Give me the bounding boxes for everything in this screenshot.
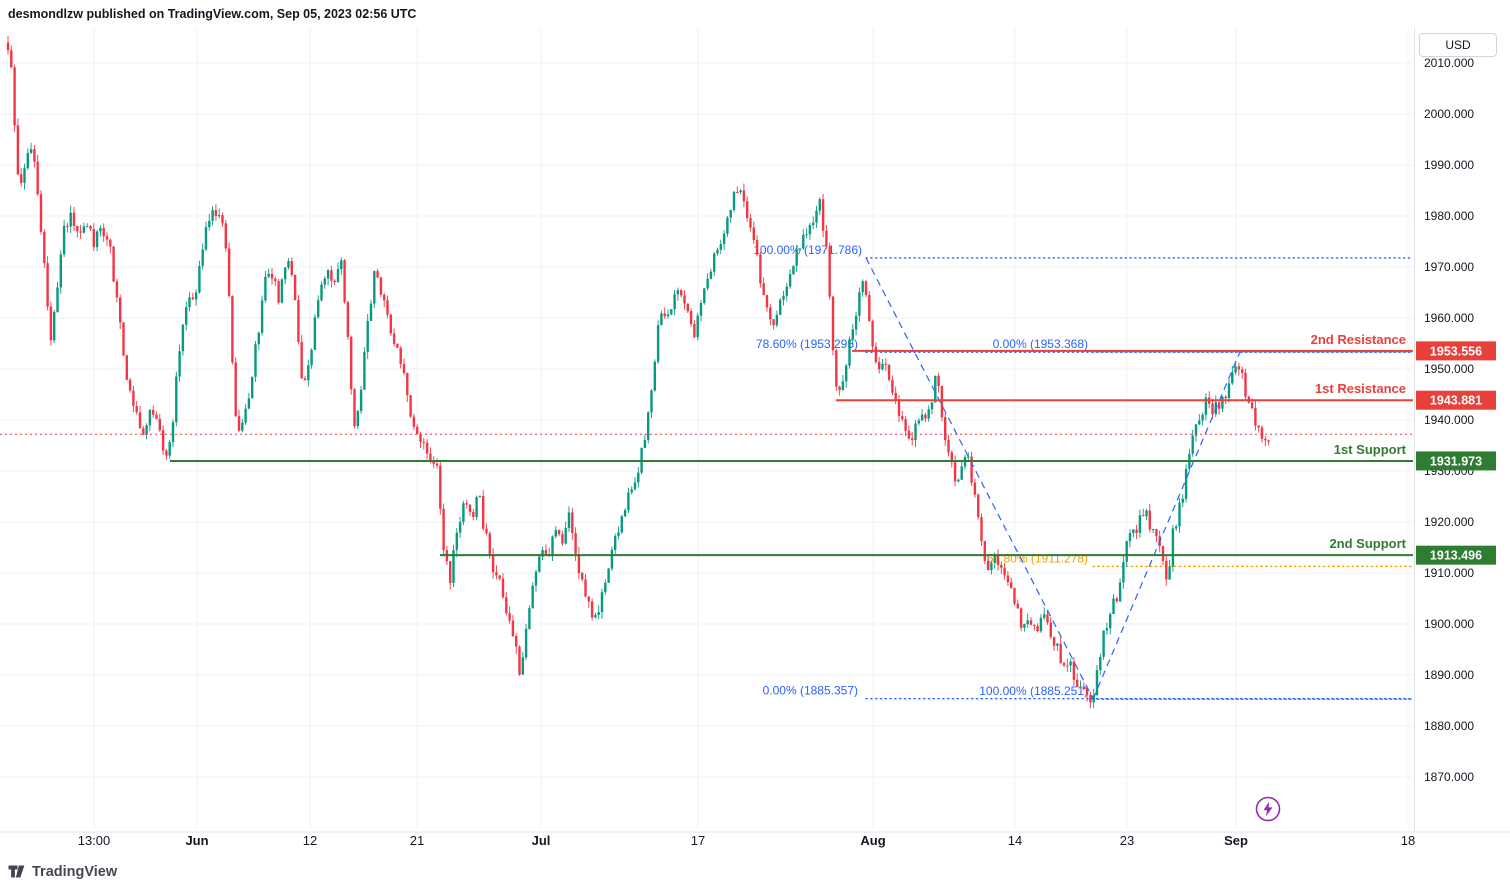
price-scale[interactable]: 1870.000 1880.000 1890.000 1900.000 1910.000…: [1414, 0, 1510, 893]
lightning-icon[interactable]: [1253, 794, 1283, 824]
time-tick-label: 12: [303, 833, 317, 848]
level-label-resistance-1[interactable]: 1st Resistance: [1315, 381, 1406, 396]
price-tick-label: 1980.000: [1424, 209, 1474, 223]
fib-label[interactable]: 100.00% (1885.251): [979, 684, 1088, 698]
fib-level-lines[interactable]: [865, 257, 1414, 700]
price-badge-resistance-2: [1416, 341, 1496, 361]
tradingview-logo[interactable]: TradingView: [8, 863, 117, 880]
price-tick-label: 1890.000: [1424, 668, 1474, 682]
fib-label[interactable]: 78.60% (1953.295): [756, 337, 858, 351]
fib-label[interactable]: 0.00% (1953.368): [993, 337, 1088, 351]
publish-title: desmondlzw published on TradingView.com,…: [8, 7, 417, 21]
price-tick-label: 2000.000: [1424, 107, 1474, 121]
time-tick-label: 13:00: [78, 833, 111, 848]
price-tick-label: 2010.000: [1424, 56, 1474, 70]
level-label-support-2[interactable]: 2nd Support: [1329, 536, 1406, 551]
time-tick-label: 17: [691, 833, 705, 848]
price-badge-resistance-1: [1416, 390, 1496, 410]
fib-label[interactable]: 100.00% (1971.786): [753, 243, 862, 257]
price-tick-label: 1920.000: [1424, 515, 1474, 529]
time-tick-label: Jun: [185, 833, 208, 848]
time-tick-label: 18: [1401, 833, 1415, 848]
level-label-support-1[interactable]: 1st Support: [1334, 442, 1407, 457]
price-tick-label: 1950.000: [1424, 362, 1474, 376]
level-label-resistance-2[interactable]: 2nd Resistance: [1311, 332, 1406, 347]
fib-label[interactable]: 61.80% (1911.278): [987, 551, 1088, 565]
publish-header: desmondlzw published on TradingView.com,…: [8, 7, 416, 21]
price-tick-label: 1960.000: [1424, 311, 1474, 325]
trendline[interactable]: [865, 257, 1094, 699]
time-tick-label: 23: [1120, 833, 1134, 848]
price-tick-label: 1900.000: [1424, 617, 1474, 631]
currency-button[interactable]: USD: [1419, 33, 1497, 57]
price-badge-text-support-1: 1931.973: [1430, 454, 1482, 468]
price-tick-label: 1990.000: [1424, 158, 1474, 172]
price-tick-label: 1870.000: [1424, 770, 1474, 784]
price-badge-text-support-2: 1913.496: [1430, 549, 1482, 563]
price-badge-support-1: [1416, 451, 1496, 471]
grid: [0, 28, 1413, 828]
time-scale[interactable]: 13:00 Jun 12 21 Jul 17 Aug 14 23 Sep 18: [0, 831, 1510, 848]
tradingview-logo-icon: [8, 865, 25, 878]
trendlines[interactable]: [865, 257, 1241, 700]
time-tick-label: Sep: [1224, 833, 1248, 848]
candles: [6, 35, 1270, 709]
time-tick-label: 21: [410, 833, 424, 848]
price-badge-support-2: [1416, 545, 1496, 565]
price-tick-label: 1910.000: [1424, 566, 1474, 580]
time-tick-label: Jul: [532, 833, 551, 848]
price-badge-text-resistance-1: 1943.881: [1430, 394, 1482, 408]
price-tick-label: 1940.000: [1424, 413, 1474, 427]
key-levels[interactable]: 2nd Resistance 1st Resistance 1st Support 2…: [170, 332, 1413, 557]
price-tick-label: 1970.000: [1424, 260, 1474, 274]
time-tick-label: Aug: [860, 833, 885, 848]
currency-label: USD: [1445, 38, 1471, 52]
trendline[interactable]: [1092, 351, 1241, 700]
tradingview-logo-text: TradingView: [32, 863, 118, 880]
fib-label[interactable]: 0.00% (1885.357): [763, 684, 858, 698]
lightning-bolt-icon: [1255, 796, 1281, 822]
price-tick-label: 1880.000: [1424, 719, 1474, 733]
time-tick-label: 14: [1008, 833, 1022, 848]
price-badge-text-resistance-2: 1953.556: [1430, 344, 1482, 358]
